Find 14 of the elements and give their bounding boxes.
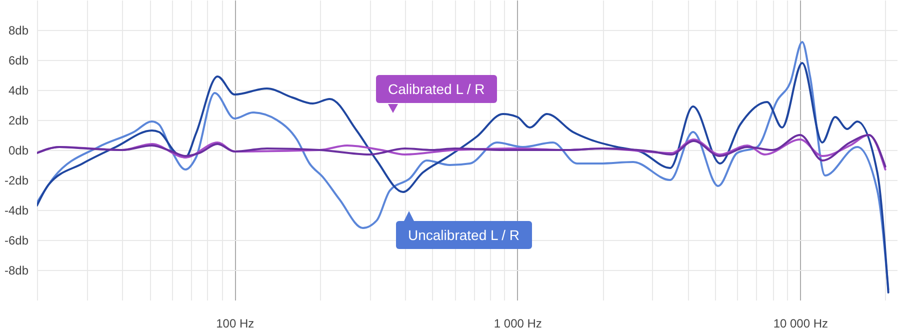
y-tick-label: -4db [4,204,29,218]
y-tick-label: -6db [4,234,29,248]
y-tick-label: -2db [4,174,29,188]
x-tick-label: 100 Hz [216,316,254,330]
y-tick-label: 0db [8,144,29,158]
y-tick-label: 8db [8,24,29,38]
y-tick-label: -8db [4,264,29,278]
y-tick-label: 2db [8,114,29,128]
y-tick-label: 4db [8,84,29,98]
x-tick-label: 1 000 Hz [494,316,542,330]
annotation: Uncalibrated L / R [396,221,532,249]
annotation: Calibrated L / R [376,75,497,103]
x-tick-label: 10 000 Hz [773,316,828,330]
y-tick-label: 6db [8,54,29,68]
